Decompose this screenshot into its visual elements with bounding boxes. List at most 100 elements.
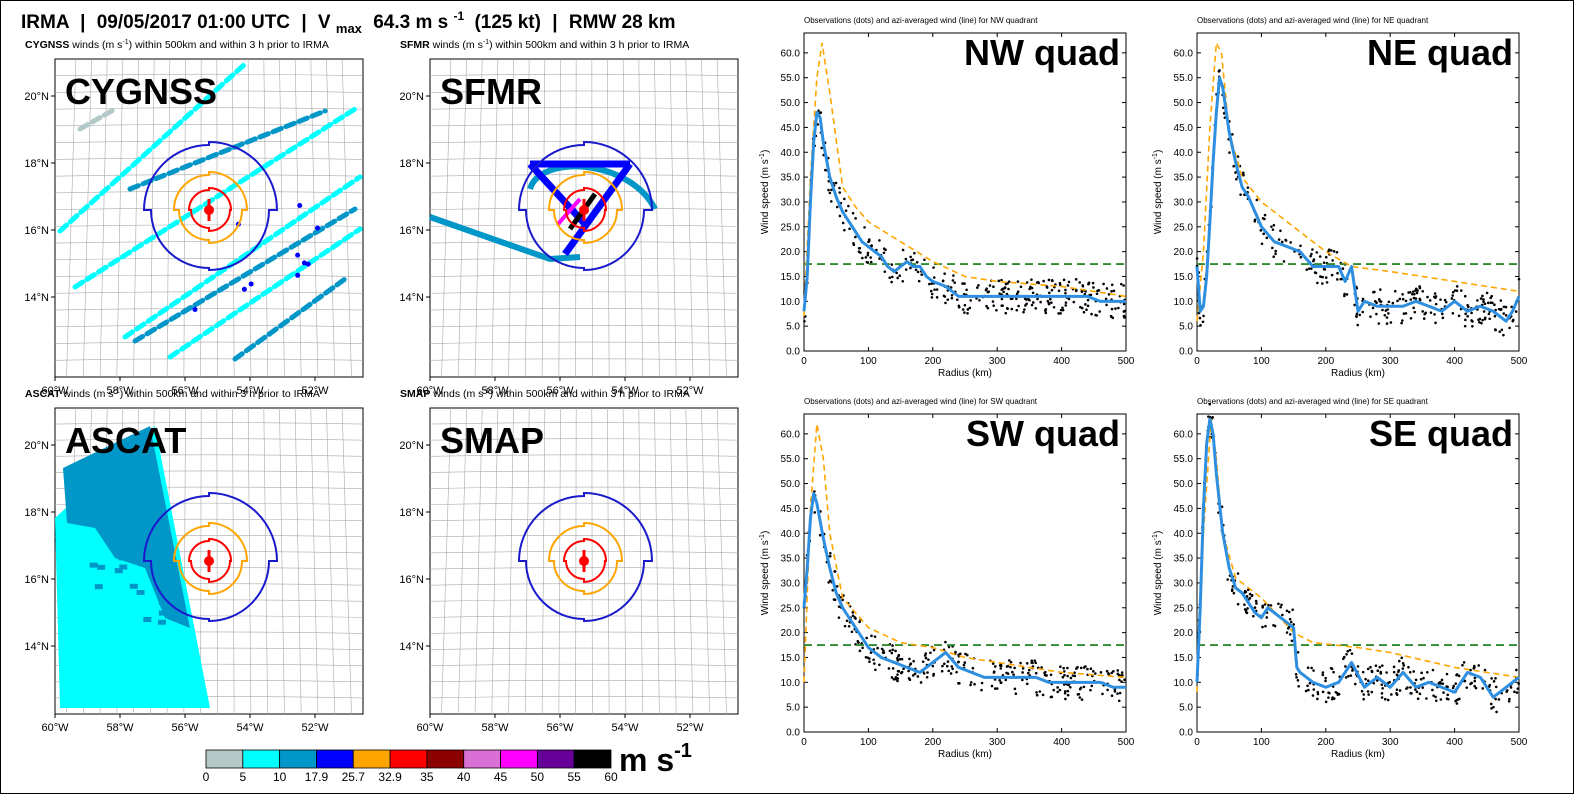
chart-observation-dot: [1294, 673, 1298, 676]
map-grid-meridian: [263, 58, 268, 378]
chart-observation-dot: [1085, 308, 1088, 312]
chart-observation-dot: [837, 616, 841, 619]
chart-observation-dot: [1120, 282, 1123, 286]
colorbar-tick: 35: [420, 770, 434, 784]
chart-y-tick-label: 35.0: [1174, 554, 1194, 565]
chart-observation-dot: [851, 611, 855, 614]
chart-y-tick-label: 45.0: [1174, 123, 1194, 134]
map-lon-label: 56°W: [546, 385, 574, 397]
chart-observation-dot: [1494, 697, 1497, 701]
chart-observation-dot: [1253, 219, 1257, 223]
chart-y-tick-label: 25.0: [1174, 222, 1194, 233]
chart-observation-dot: [1261, 625, 1264, 629]
chart-observation-dot: [851, 614, 855, 618]
chart-observation-dot: [854, 617, 857, 620]
chart-observation-dot: [1110, 694, 1114, 698]
chart-observation-dot: [1098, 310, 1101, 313]
chart-observation-dot: [919, 681, 923, 684]
map-grid-parallel: [54, 90, 364, 93]
chart-y-tick-label: 40.0: [1174, 529, 1194, 540]
chart-observation-dot: [864, 256, 868, 259]
chart-observation-dot: [1263, 213, 1267, 217]
chart-observation-dot: [1494, 677, 1497, 680]
colorbar-swatch: [573, 749, 612, 769]
chart-observation-dot: [1455, 285, 1459, 288]
chart-observation-dot: [1356, 665, 1360, 668]
chart-observation-dot: [1442, 691, 1445, 694]
chart-observation-dot: [1120, 680, 1123, 683]
chart-observation-dot: [963, 303, 967, 307]
header-rmw: RMW 28 km: [569, 12, 676, 33]
chart-observation-dot: [1243, 589, 1247, 593]
map-grid-parallel: [429, 535, 739, 538]
chart-observation-dot: [872, 662, 876, 665]
chart-observation-dot: [929, 289, 933, 293]
chart-observation-dot: [890, 651, 894, 655]
chart-observation-dot: [1261, 604, 1264, 608]
chart-observation-dot: [1459, 289, 1463, 292]
chart-observation-dot: [1349, 674, 1353, 677]
chart-observation-dot: [1305, 268, 1309, 271]
chart-observation-dot: [845, 619, 849, 623]
sfmr-leg: [429, 214, 581, 263]
chart-observation-dot: [1469, 668, 1472, 672]
map-caption-text: winds (m s: [430, 39, 483, 51]
chart-y-tick-label: 60.0: [781, 48, 801, 59]
chart-x-tick-label: 500: [1511, 356, 1528, 367]
chart-observation-dot: [955, 298, 959, 301]
map-lat-label: 20°N: [24, 440, 49, 452]
cygnss-track: [127, 108, 328, 192]
wind-radius-64kt: [562, 186, 608, 233]
chart-observation-dot: [1439, 698, 1443, 701]
chart-observation-dot: [1094, 313, 1097, 317]
chart-observation-dot: [1464, 318, 1467, 322]
chart-observation-dot: [912, 659, 915, 663]
cygnss-high-dot: [297, 202, 303, 208]
chart-observation-dot: [1027, 668, 1031, 672]
chart-observation-dot: [943, 272, 946, 275]
map-grid-meridian: [558, 58, 561, 378]
cygnss-track: [132, 206, 358, 344]
storm-center: [579, 205, 589, 215]
colorbar: 0 5 10 17.9 25.7 32.9 35 40 45 50 55 60 m s-1: [203, 740, 692, 784]
chart-observation-dot: [1324, 255, 1328, 259]
chart-observation-dot: [1105, 287, 1109, 290]
map-grid-meridian: [685, 58, 694, 378]
chart-observation-dot: [1371, 306, 1375, 310]
chart-observation-dot: [1026, 671, 1030, 675]
chart-observation-dot: [952, 274, 955, 277]
ascat-patch: [97, 564, 106, 570]
chart-observation-dot: [1444, 300, 1448, 304]
chart-observation-dot: [1284, 239, 1288, 242]
chart-observation-dot: [1297, 684, 1300, 688]
chart-observation-dot: [843, 228, 846, 232]
chart-x-label: Radius (km): [938, 368, 992, 379]
chart-observation-dot: [834, 181, 838, 185]
chart-observation-dot: [1452, 684, 1456, 688]
chart-observation-dot: [1416, 289, 1419, 292]
chart-observation-dot: [888, 276, 892, 280]
chart-observation-dot: [1445, 697, 1449, 700]
chart-observation-dot: [1336, 278, 1339, 281]
chart-observation-dot: [1078, 687, 1082, 691]
chart-observation-dot: [1470, 311, 1473, 315]
chart-observation-dot: [1286, 627, 1290, 630]
chart-y-tick-label: 20.0: [1174, 247, 1194, 258]
chart-observation-dot: [865, 260, 869, 264]
chart-observation-dot: [1358, 313, 1362, 317]
chart-observation-dot: [1390, 693, 1393, 696]
map-grid-parallel: [429, 124, 739, 127]
chart-observation-dot: [1250, 594, 1254, 598]
chart-observation-dot: [891, 644, 894, 647]
chart-observation-dot: [1405, 687, 1408, 690]
chart-observation-dot: [1409, 686, 1412, 689]
chart-observation-dot: [1457, 314, 1461, 318]
chart-observation-dot: [923, 258, 926, 262]
chart-observation-dot: [1246, 186, 1250, 189]
chart-observation-dot: [1473, 679, 1477, 683]
chart-observation-dot: [861, 646, 864, 650]
chart-y-tick-label: 50.0: [1174, 479, 1194, 490]
chart-observation-dot: [1279, 229, 1282, 233]
map-caption: ASCAT winds (m s-1) within 500km and wit…: [25, 388, 320, 400]
